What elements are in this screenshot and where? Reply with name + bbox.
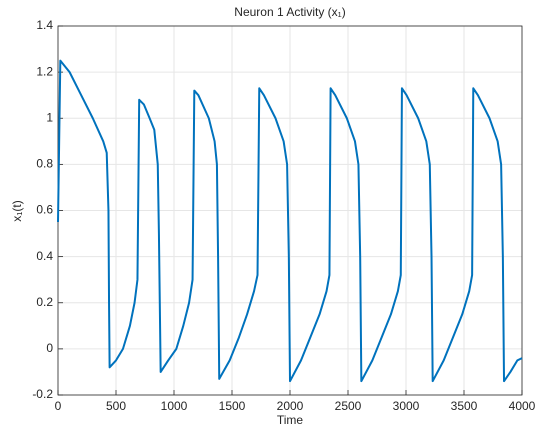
y-tick-label: 1 [46,110,53,124]
y-tick-label: 0.4 [36,249,53,263]
x-tick-label: 1500 [219,399,246,413]
x-tick-label: 500 [106,399,126,413]
x-tick-label: 2500 [335,399,362,413]
y-tick-label: -0.2 [32,387,53,401]
x-tick-label: 3500 [451,399,478,413]
x-tick-label: 4000 [509,399,536,413]
y-axis-label: x₁(t) [10,200,24,221]
x-tick-label: 2000 [277,399,304,413]
x-tick-label: 0 [55,399,62,413]
y-tick-label: 0 [46,341,53,355]
x-tick-label: 1000 [161,399,188,413]
y-tick-label: 0.2 [36,295,53,309]
y-tick-label: 0.6 [36,203,53,217]
y-tick-label: 1.4 [36,18,53,32]
x-tick-label: 3000 [393,399,420,413]
chart-title: Neuron 1 Activity (x₁) [234,5,345,19]
y-tick-label: 1.2 [36,64,53,78]
x-axis-label: Time [277,413,304,427]
data-line [57,59,523,383]
y-tick-label: 0.8 [36,157,53,171]
